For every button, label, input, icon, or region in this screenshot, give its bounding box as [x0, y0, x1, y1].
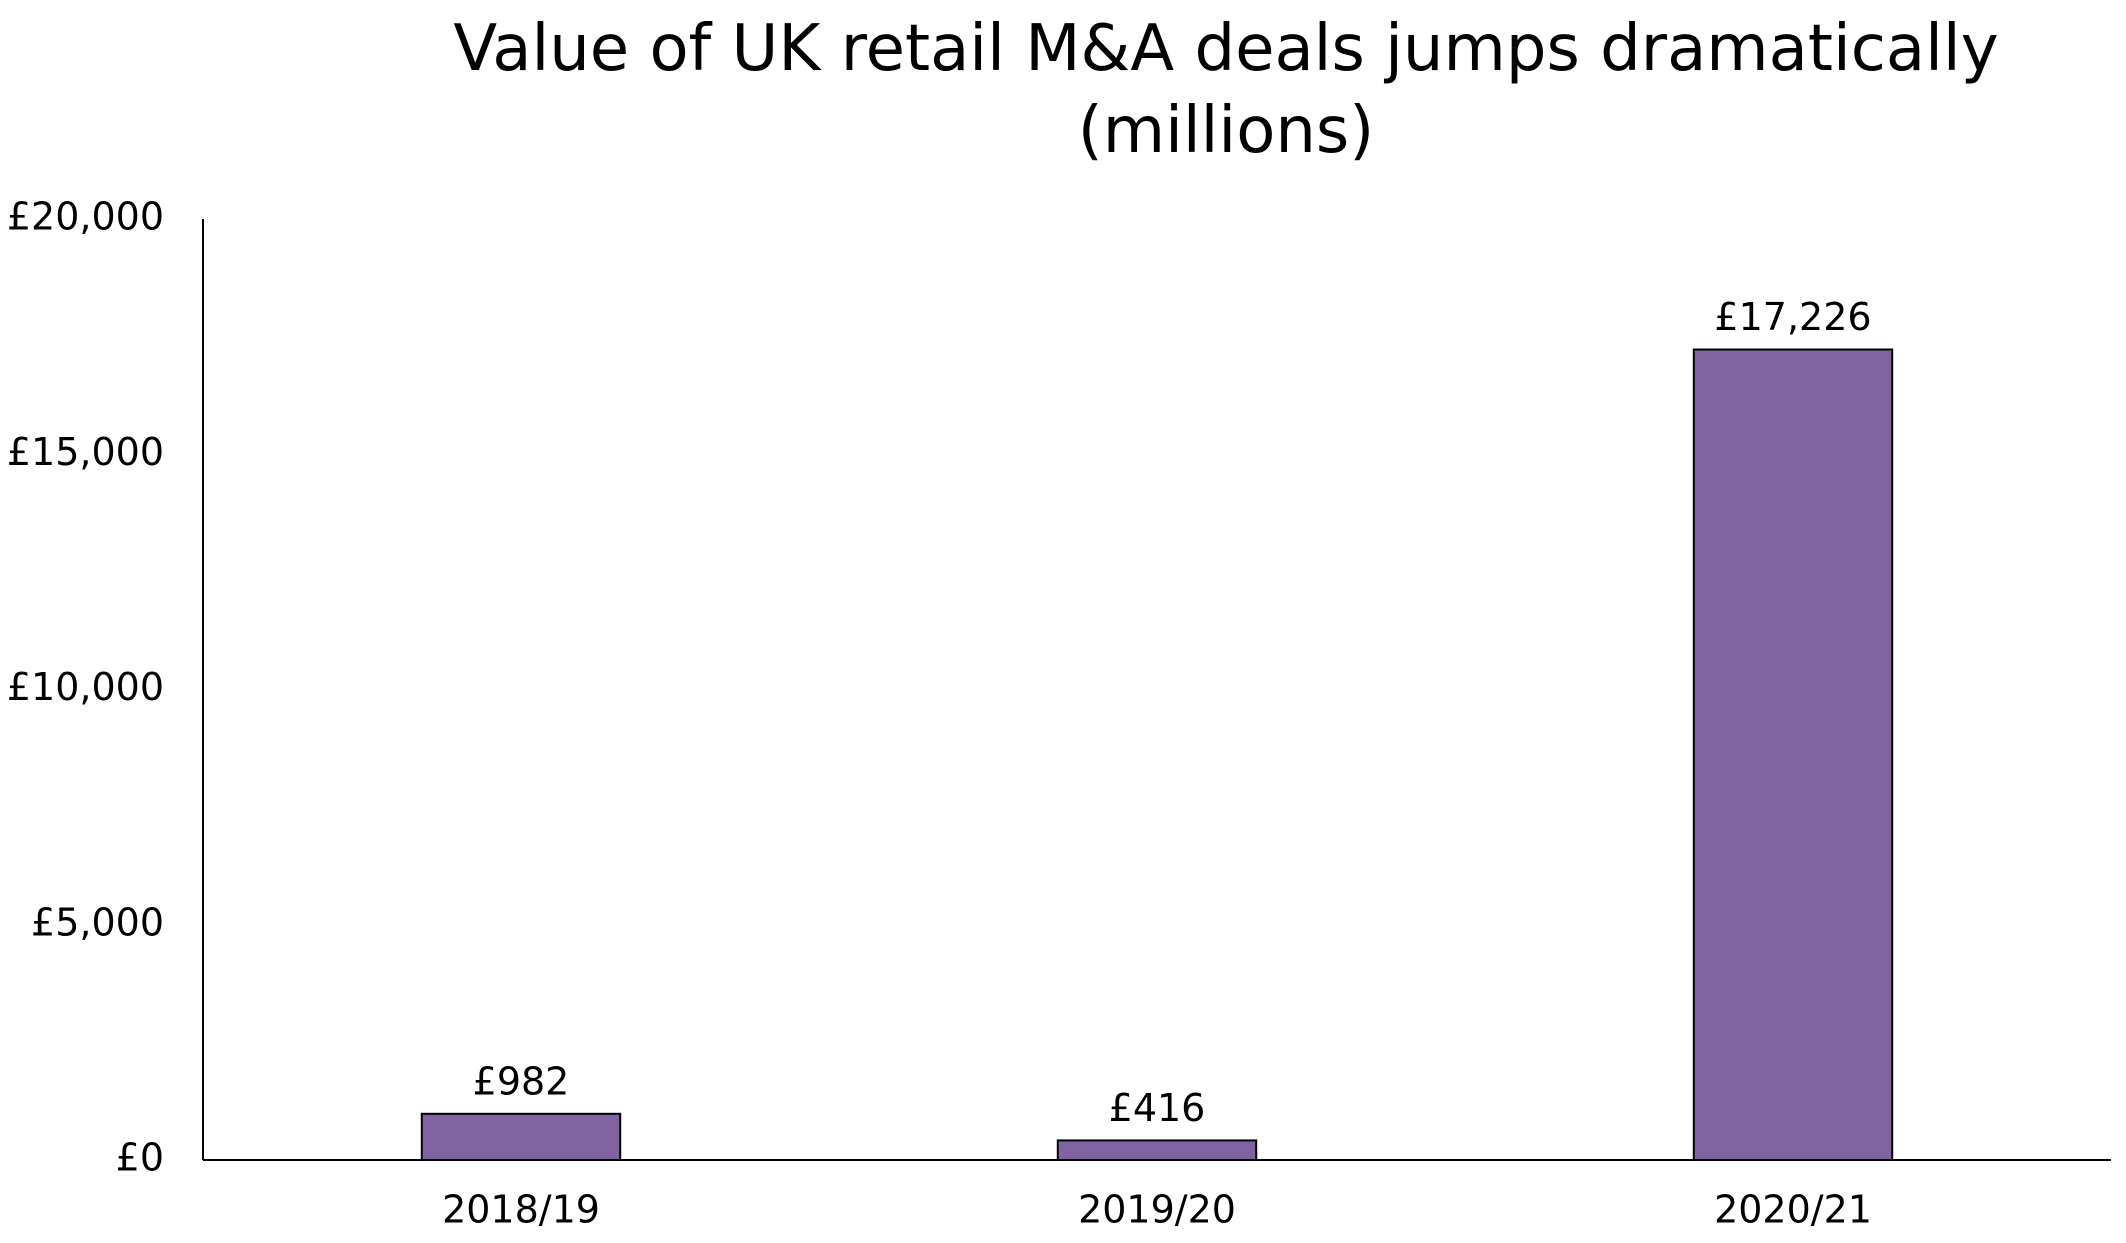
bar — [1692, 348, 1894, 1161]
x-tick-label: 2018/19 — [442, 1188, 600, 1232]
y-tick-label: £5,000 — [31, 900, 164, 944]
y-tick-label: £20,000 — [7, 195, 164, 239]
y-tick-label: £15,000 — [7, 430, 164, 474]
x-tick-label: 2019/20 — [1078, 1188, 1236, 1232]
x-tick-label: 2020/21 — [1714, 1188, 1872, 1232]
value-label: £982 — [473, 1059, 570, 1103]
bar — [1056, 1139, 1258, 1162]
chart-title: Value of UK retail M&A deals jumps drama… — [453, 12, 1999, 168]
y-tick-label: £10,000 — [7, 665, 164, 709]
y-tick-label: £0 — [116, 1136, 164, 1180]
bar — [420, 1112, 622, 1161]
value-label: £416 — [1109, 1086, 1206, 1130]
value-label: £17,226 — [1714, 295, 1871, 339]
